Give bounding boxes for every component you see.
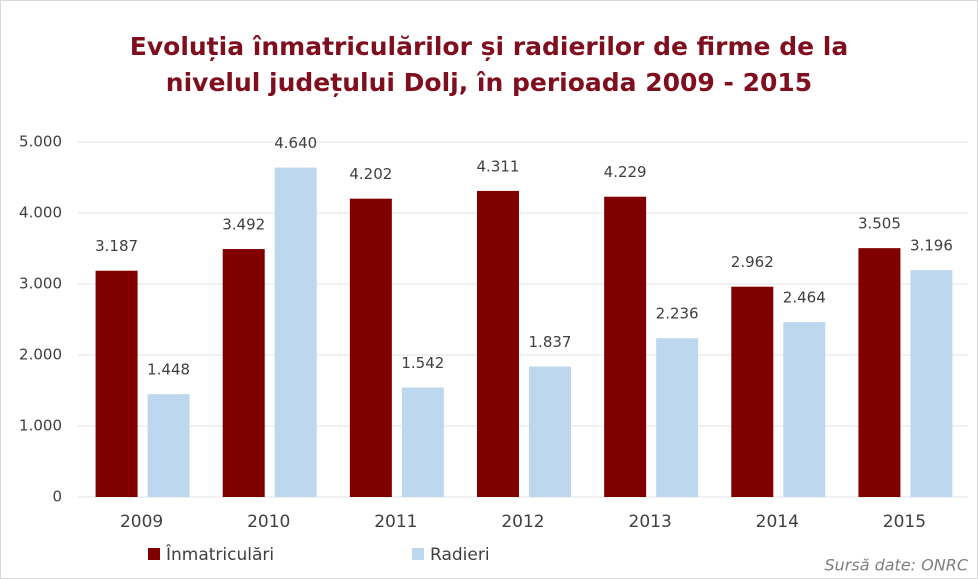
x-tick-label: 2011	[374, 512, 417, 532]
legend-label: Radieri	[430, 545, 490, 565]
value-label: 3.505	[858, 215, 901, 233]
chart-title: Evoluția înmatriculărilor și radierilor …	[130, 32, 848, 61]
value-label: 2.236	[656, 305, 699, 323]
value-label: 4.640	[274, 134, 317, 152]
bar	[910, 270, 953, 497]
bar	[147, 394, 190, 497]
x-tick-label: 2013	[629, 512, 672, 532]
bar	[656, 338, 699, 497]
value-label: 4.202	[349, 165, 392, 183]
x-tick-label: 2014	[756, 512, 799, 532]
value-label: 3.196	[910, 237, 953, 255]
value-label: 3.492	[222, 216, 265, 234]
y-tick-label: 0	[52, 488, 62, 506]
value-label: 1.448	[147, 361, 190, 379]
bar	[222, 249, 265, 497]
value-label: 1.542	[401, 354, 444, 372]
y-tick-label: 1.000	[19, 417, 62, 435]
bar	[95, 270, 138, 497]
bar	[858, 248, 901, 497]
bar	[731, 286, 774, 497]
value-label: 3.187	[95, 237, 138, 255]
y-tick-label: 3.000	[19, 275, 62, 293]
value-label: 4.229	[604, 163, 647, 181]
value-label: 1.837	[529, 333, 572, 351]
x-tick-label: 2012	[501, 512, 544, 532]
bar	[604, 196, 647, 497]
bar	[349, 198, 392, 497]
chart-title: nivelul județului Dolj, în perioada 2009…	[166, 68, 812, 97]
bar	[529, 366, 571, 497]
bar	[401, 387, 444, 497]
x-tick-label: 2015	[883, 512, 926, 532]
bar	[783, 322, 826, 497]
y-tick-label: 2.000	[19, 346, 62, 364]
source-note: Sursă date: ONRC	[824, 556, 968, 575]
legend-swatch	[412, 548, 424, 560]
value-label: 2.962	[731, 253, 774, 271]
x-tick-label: 2010	[247, 512, 290, 532]
y-tick-label: 4.000	[19, 204, 62, 222]
legend-label: Înmatriculări	[165, 543, 274, 565]
bar	[274, 167, 317, 497]
bar	[477, 190, 519, 497]
legend-swatch	[148, 548, 160, 560]
y-tick-label: 5.000	[19, 133, 62, 151]
value-label: 2.464	[783, 289, 826, 307]
x-tick-label: 2009	[120, 512, 163, 532]
value-label: 4.311	[477, 157, 520, 175]
